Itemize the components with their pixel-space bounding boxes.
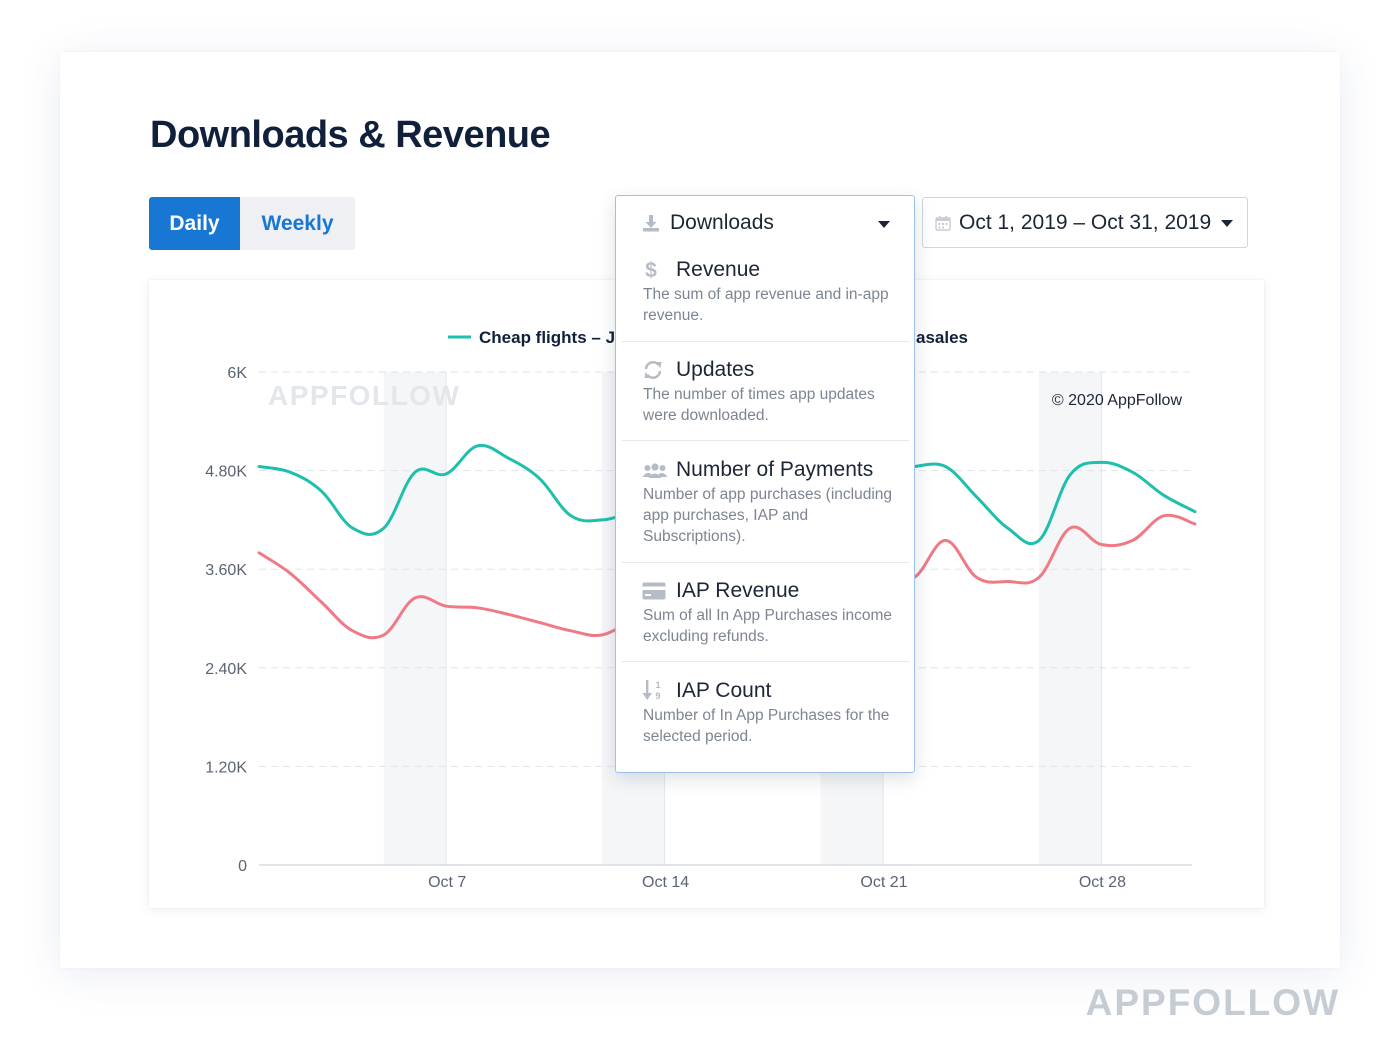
divider bbox=[622, 562, 909, 563]
metric-option-title: Revenue bbox=[676, 258, 761, 281]
y-tick-label: 4.80K bbox=[205, 464, 247, 481]
legend-label-series-1[interactable]: Cheap flights – Je bbox=[479, 328, 624, 347]
svg-text:9: 9 bbox=[655, 691, 660, 701]
series-line-2 bbox=[881, 513, 1197, 585]
metric-option-number-of-payments[interactable]: Number of Payments Number of app purchas… bbox=[622, 450, 909, 563]
series-line-1 bbox=[257, 443, 635, 536]
y-tick-label: 6K bbox=[227, 365, 247, 382]
metric-option-revenue[interactable]: $ Revenue The sum of app revenue and in-… bbox=[622, 250, 909, 342]
dollar-icon: $ bbox=[645, 259, 657, 281]
x-tick-label: Oct 7 bbox=[428, 874, 466, 891]
metric-option-title: Number of Payments bbox=[676, 458, 874, 481]
metric-option-title: Updates bbox=[676, 358, 755, 381]
metric-select[interactable]: Downloads bbox=[616, 196, 914, 250]
metric-option-iap-revenue[interactable]: IAP Revenue Sum of all In App Purchases … bbox=[622, 571, 909, 663]
weekend-band bbox=[383, 372, 447, 865]
divider bbox=[622, 440, 909, 441]
divider bbox=[622, 661, 909, 662]
date-range-select[interactable]: Oct 1, 2019 – Oct 31, 2019 bbox=[922, 197, 1248, 248]
chevron-down-icon bbox=[878, 221, 890, 228]
metric-option-description: The sum of app revenue and in-app revenu… bbox=[643, 286, 889, 324]
svg-text:$: $ bbox=[645, 259, 657, 281]
x-tick-label: Oct 21 bbox=[860, 874, 907, 891]
date-range-value: Oct 1, 2019 – Oct 31, 2019 bbox=[959, 210, 1212, 234]
y-tick-label: 0 bbox=[238, 858, 247, 875]
chart-watermark: APPFOLLOW bbox=[268, 380, 460, 411]
svg-text:1: 1 bbox=[655, 680, 660, 690]
calendar-icon bbox=[935, 216, 951, 231]
chart-copyright: © 2020 AppFollow bbox=[1052, 392, 1183, 409]
metric-select-value: Downloads bbox=[670, 211, 774, 234]
y-tick-label: 2.40K bbox=[205, 661, 247, 678]
metric-option-title: IAP Revenue bbox=[676, 579, 800, 602]
divider bbox=[622, 341, 909, 342]
metric-option-description: The number of times app updates were dow… bbox=[643, 386, 875, 424]
daily-button[interactable]: Daily bbox=[149, 197, 240, 250]
series-line-1 bbox=[912, 460, 1197, 546]
x-tick-label: Oct 14 bbox=[642, 874, 689, 891]
legend-label-series-2[interactable]: asales bbox=[916, 328, 968, 347]
series-line-2 bbox=[257, 551, 635, 640]
y-tick-label: 3.60K bbox=[205, 562, 247, 579]
metric-option-description: Sum of all In App Purchases income exclu… bbox=[643, 607, 892, 645]
metric-dropdown: Downloads $ Revenue The sum of app reven… bbox=[615, 195, 915, 773]
sort-numeric-icon: 1 9 bbox=[642, 680, 661, 701]
refresh-icon bbox=[644, 361, 662, 379]
weekend-band bbox=[1039, 372, 1102, 865]
metric-option-description: Number of In App Purchases for the selec… bbox=[643, 707, 890, 745]
x-tick-label: Oct 28 bbox=[1079, 874, 1126, 891]
download-icon bbox=[643, 215, 659, 232]
weekly-button[interactable]: Weekly bbox=[240, 197, 355, 250]
metric-option-iap-count[interactable]: 1 9 IAP Count Number of In App Purchases… bbox=[622, 671, 909, 763]
chevron-down-icon bbox=[1221, 220, 1233, 227]
brand-logo: APPFOLLOW bbox=[1085, 982, 1340, 1023]
metric-option-updates[interactable]: Updates The number of times app updates … bbox=[622, 350, 909, 442]
page-title: Downloads & Revenue bbox=[150, 114, 551, 156]
y-tick-label: 1.20K bbox=[205, 759, 247, 776]
metric-option-title: IAP Count bbox=[676, 679, 772, 702]
period-toggle: Daily Weekly bbox=[149, 197, 355, 250]
users-icon bbox=[642, 463, 668, 478]
metric-option-description: Number of app purchases (including app p… bbox=[643, 486, 892, 545]
credit-card-icon bbox=[642, 582, 666, 600]
